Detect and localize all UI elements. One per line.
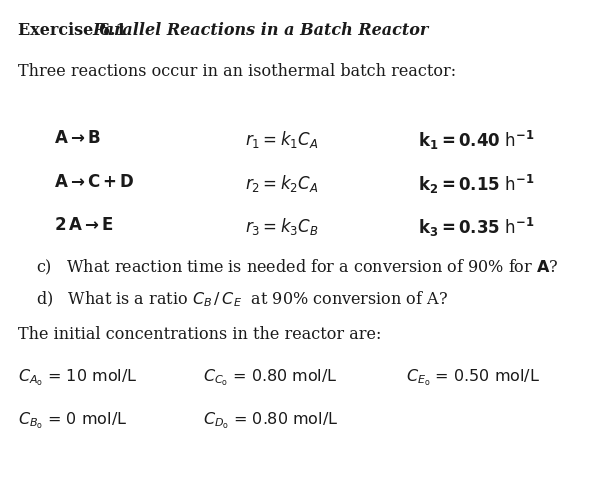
Text: Exercise 6.1: Exercise 6.1 [18,22,127,39]
Text: $C_{E_{\mathrm{o}}}$ = 0.50 mol/L: $C_{E_{\mathrm{o}}}$ = 0.50 mol/L [406,367,540,387]
Text: $\mathbf{k_3 = 0.35~\mathrm{h}^{-1}}$: $\mathbf{k_3 = 0.35~\mathrm{h}^{-1}}$ [418,216,534,240]
Text: $C_{A_{\mathrm{o}}}$ = 10 mol/L: $C_{A_{\mathrm{o}}}$ = 10 mol/L [18,367,137,387]
Text: $\mathbf{k_2 = 0.15~\mathrm{h}^{-1}}$: $\mathbf{k_2 = 0.15~\mathrm{h}^{-1}}$ [418,173,534,196]
Text: $r_2 = k_2 C_A$: $r_2 = k_2 C_A$ [245,173,318,193]
Text: $\mathbf{k_1 = 0.40~\mathrm{h}^{-1}}$: $\mathbf{k_1 = 0.40~\mathrm{h}^{-1}}$ [418,129,534,152]
Text: $C_{C_{\mathrm{o}}}$ = 0.80 mol/L: $C_{C_{\mathrm{o}}}$ = 0.80 mol/L [203,367,337,387]
Text: $\bf{A \rightarrow B}$: $\bf{A \rightarrow B}$ [54,129,100,147]
Text: The initial concentrations in the reactor are:: The initial concentrations in the reacto… [18,326,381,343]
Text: $r_1 = k_1 C_A$: $r_1 = k_1 C_A$ [245,129,318,150]
Text: $C_{D_{\mathrm{o}}}$ = 0.80 mol/L: $C_{D_{\mathrm{o}}}$ = 0.80 mol/L [203,411,338,431]
Text: Three reactions occur in an isothermal batch reactor:: Three reactions occur in an isothermal b… [18,63,456,80]
Text: $C_{B_{\mathrm{o}}}$ = 0 mol/L: $C_{B_{\mathrm{o}}}$ = 0 mol/L [18,411,127,431]
Text: d)   What is a ratio $C_B\,/\,C_E$  at 90% conversion of A?: d) What is a ratio $C_B\,/\,C_E$ at 90% … [36,289,448,309]
Text: $\bf{A \rightarrow C + D}$: $\bf{A \rightarrow C + D}$ [54,173,134,191]
Text: $\bf{2\,A \rightarrow E}$: $\bf{2\,A \rightarrow E}$ [54,216,113,234]
Text: Parallel Reactions in a Batch Reactor: Parallel Reactions in a Batch Reactor [93,22,429,39]
Text: $r_3 = k_3 C_B$: $r_3 = k_3 C_B$ [245,216,318,237]
Text: c)   What reaction time is needed for a conversion of 90% for $\bf{A}$?: c) What reaction time is needed for a co… [36,258,558,277]
